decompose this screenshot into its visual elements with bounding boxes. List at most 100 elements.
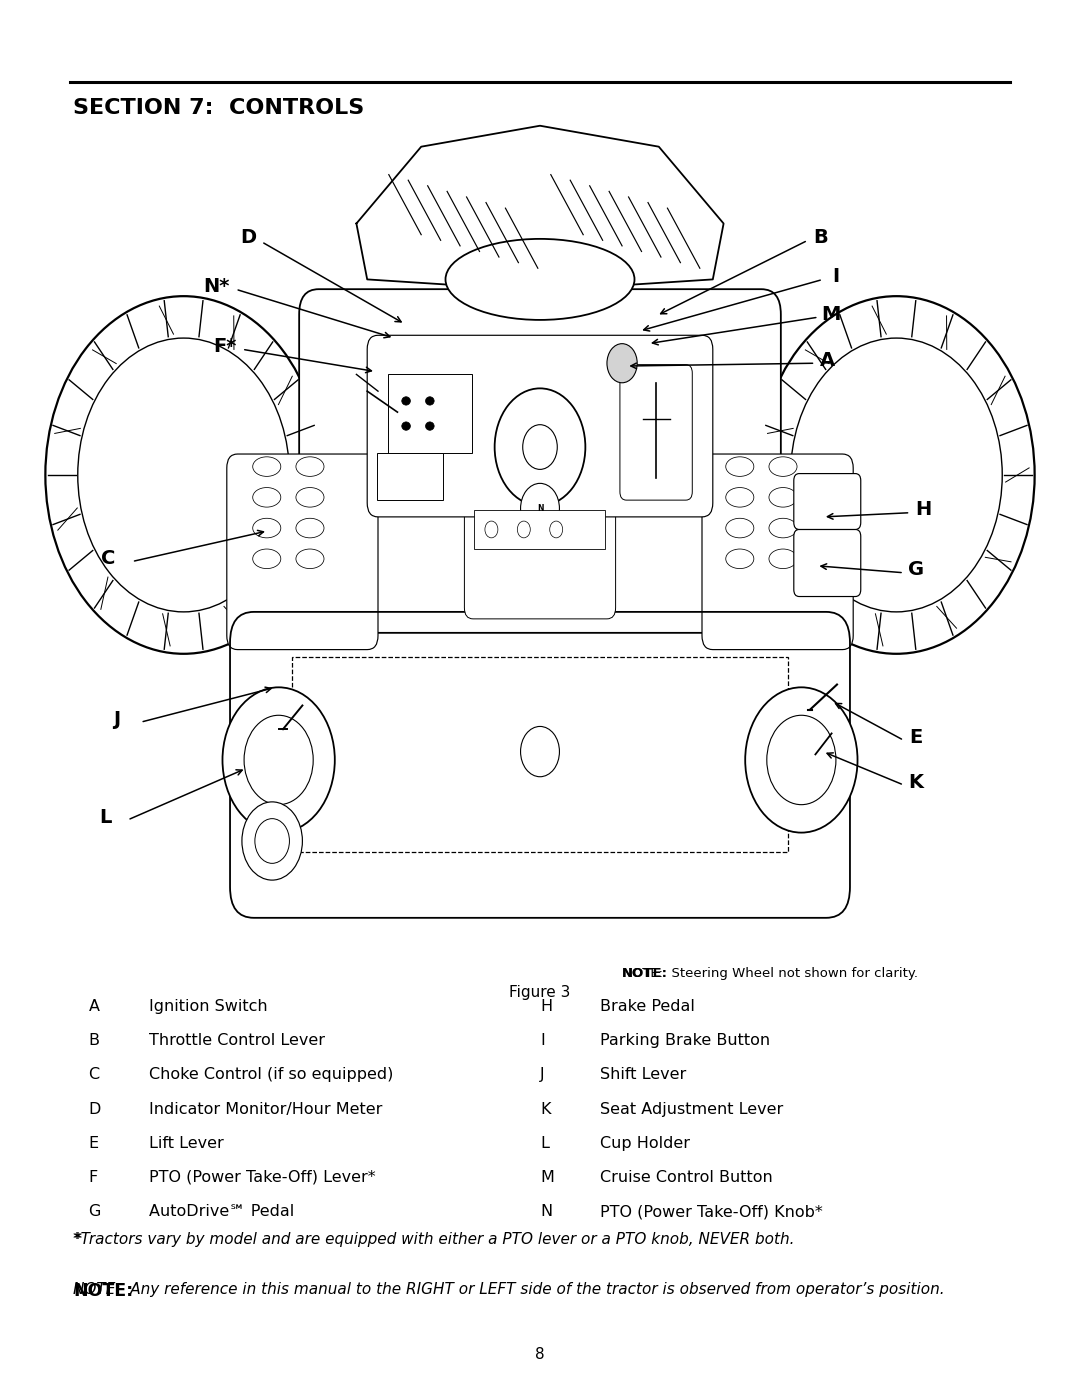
Text: J: J [540, 1067, 544, 1083]
Text: A: A [820, 351, 835, 370]
Circle shape [523, 425, 557, 469]
Ellipse shape [769, 457, 797, 476]
Text: N: N [537, 504, 543, 513]
Ellipse shape [296, 518, 324, 538]
Text: J: J [113, 710, 120, 729]
Text: M: M [540, 1171, 554, 1185]
Text: F*: F* [213, 337, 237, 356]
Text: H: H [915, 500, 932, 520]
Circle shape [45, 296, 322, 654]
Ellipse shape [769, 518, 797, 538]
Text: K: K [540, 1101, 551, 1116]
Text: Seat Adjustment Lever: Seat Adjustment Lever [600, 1101, 784, 1116]
Text: N: N [540, 1204, 552, 1220]
Text: Cruise Control Button: Cruise Control Button [600, 1171, 773, 1185]
FancyBboxPatch shape [227, 454, 378, 650]
Ellipse shape [726, 457, 754, 476]
Text: Throttle Control Lever: Throttle Control Lever [149, 1034, 325, 1048]
Text: Lift Lever: Lift Lever [149, 1136, 224, 1151]
Text: M: M [821, 305, 840, 324]
Text: NOTE:  Any reference in this manual to the RIGHT or LEFT side of the tractor is : NOTE: Any reference in this manual to th… [73, 1282, 945, 1298]
Text: N*: N* [203, 277, 229, 296]
Circle shape [485, 521, 498, 538]
Ellipse shape [426, 422, 434, 430]
Text: Parking Brake Button: Parking Brake Button [600, 1034, 771, 1048]
Text: E: E [89, 1136, 98, 1151]
Text: F: F [89, 1171, 98, 1185]
Ellipse shape [426, 397, 434, 405]
Text: Choke Control (if so equipped): Choke Control (if so equipped) [149, 1067, 393, 1083]
Text: D: D [241, 228, 256, 247]
Text: *: * [73, 1232, 81, 1248]
Ellipse shape [253, 457, 281, 476]
Text: L: L [99, 807, 112, 827]
Bar [292, 657, 788, 852]
Ellipse shape [253, 549, 281, 569]
Ellipse shape [726, 488, 754, 507]
FancyBboxPatch shape [299, 289, 781, 633]
Circle shape [791, 338, 1002, 612]
Circle shape [521, 726, 559, 777]
Text: Shift Lever: Shift Lever [600, 1067, 687, 1083]
Text: I: I [540, 1034, 544, 1048]
Text: AutoDrive℠ Pedal: AutoDrive℠ Pedal [149, 1204, 294, 1220]
Text: I: I [833, 267, 839, 286]
Ellipse shape [402, 422, 410, 430]
Text: G: G [908, 560, 923, 580]
Ellipse shape [296, 488, 324, 507]
Polygon shape [356, 126, 724, 286]
Circle shape [745, 687, 858, 833]
Circle shape [550, 521, 563, 538]
Text: NOTE:: NOTE: [73, 1282, 134, 1301]
FancyBboxPatch shape [464, 506, 616, 619]
FancyBboxPatch shape [702, 454, 853, 650]
Ellipse shape [296, 549, 324, 569]
Ellipse shape [446, 239, 635, 320]
Text: C: C [89, 1067, 99, 1083]
Ellipse shape [296, 457, 324, 476]
Text: Figure 3: Figure 3 [510, 985, 570, 1000]
Circle shape [758, 296, 1035, 654]
Circle shape [244, 715, 313, 805]
FancyBboxPatch shape [794, 529, 861, 597]
Text: E: E [909, 728, 922, 747]
FancyBboxPatch shape [377, 453, 443, 500]
FancyBboxPatch shape [367, 335, 713, 517]
Circle shape [767, 715, 836, 805]
Text: C: C [100, 549, 116, 569]
Text: PTO (Power Take-Off) Lever*: PTO (Power Take-Off) Lever* [149, 1171, 376, 1185]
Ellipse shape [769, 549, 797, 569]
FancyBboxPatch shape [474, 510, 605, 549]
Circle shape [255, 819, 289, 863]
Text: H: H [540, 999, 552, 1014]
FancyBboxPatch shape [388, 374, 472, 453]
Ellipse shape [402, 397, 410, 405]
Text: Brake Pedal: Brake Pedal [600, 999, 696, 1014]
FancyBboxPatch shape [620, 365, 692, 500]
Text: Ignition Switch: Ignition Switch [149, 999, 268, 1014]
Text: D: D [89, 1101, 100, 1116]
Text: *Tractors vary by model and are equipped with either a PTO lever or a PTO knob, : *Tractors vary by model and are equipped… [73, 1232, 795, 1248]
Text: G: G [89, 1204, 100, 1220]
Text: A: A [89, 999, 99, 1014]
Text: NOTE:  Steering Wheel not shown for clarity.: NOTE: Steering Wheel not shown for clari… [622, 967, 918, 979]
Ellipse shape [253, 518, 281, 538]
Text: B: B [89, 1034, 99, 1048]
Ellipse shape [769, 488, 797, 507]
Text: B: B [813, 228, 828, 247]
Circle shape [78, 338, 289, 612]
Text: Cup Holder: Cup Holder [600, 1136, 690, 1151]
Text: K: K [908, 773, 923, 792]
FancyBboxPatch shape [794, 474, 861, 529]
Text: 8: 8 [536, 1347, 544, 1362]
Ellipse shape [726, 518, 754, 538]
Ellipse shape [726, 549, 754, 569]
Circle shape [495, 388, 585, 506]
Text: L: L [540, 1136, 549, 1151]
Text: SECTION 7:  CONTROLS: SECTION 7: CONTROLS [73, 98, 365, 117]
Circle shape [222, 687, 335, 833]
Text: NOTE:: NOTE: [622, 967, 669, 979]
Circle shape [242, 802, 302, 880]
Text: PTO (Power Take-Off) Knob*: PTO (Power Take-Off) Knob* [600, 1204, 823, 1220]
Text: Indicator Monitor/Hour Meter: Indicator Monitor/Hour Meter [149, 1101, 382, 1116]
